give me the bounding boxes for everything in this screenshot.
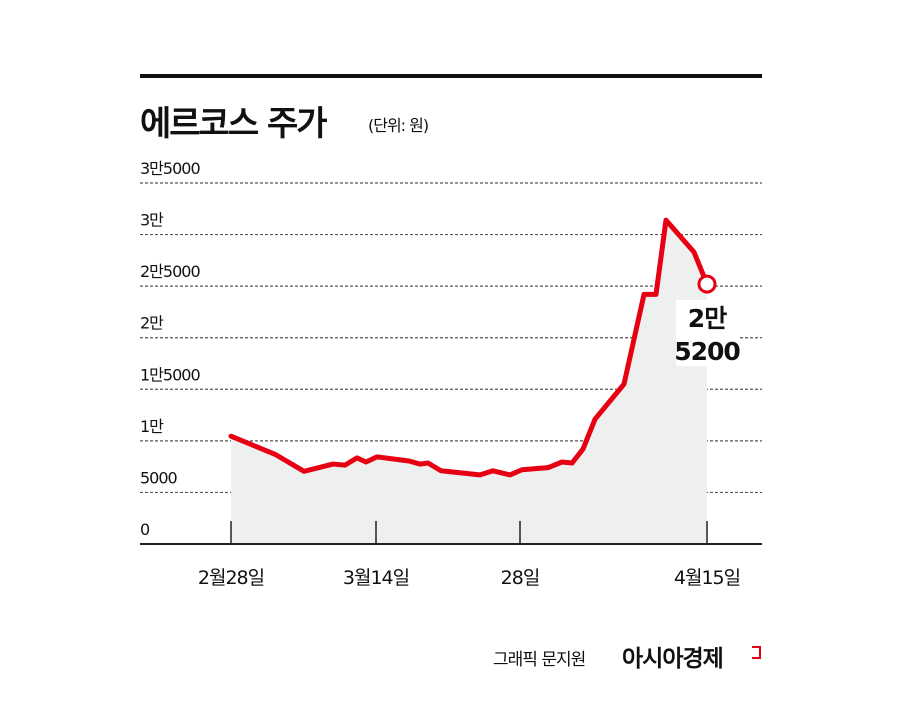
- y-tick-label: 3만: [140, 211, 164, 230]
- price-line: [228, 217, 710, 478]
- x-tick-label: 4월15일: [674, 567, 740, 589]
- y-tick-label: 2만5000: [140, 262, 200, 281]
- x-tick-label: 3월14일: [343, 567, 409, 589]
- last-point-marker: [697, 274, 717, 294]
- x-tick-label: 2월28일: [198, 567, 264, 589]
- y-tick-label: 3만5000: [140, 159, 200, 178]
- y-tick-label: 2만: [140, 314, 164, 333]
- annotation-line1: 2만: [688, 304, 727, 333]
- unit-label: (단위: 원): [368, 116, 429, 135]
- graphic-credit: 그래픽 문지원: [493, 650, 586, 670]
- y-tick-label: 1만: [140, 417, 164, 436]
- top-rule: [140, 74, 762, 78]
- x-axis-labels: 2월28일 3월14일 28일 4월15일: [198, 567, 741, 589]
- brand-mark-icon: [752, 646, 761, 659]
- y-tick-label: 0: [140, 520, 150, 539]
- annotation-line2: 5200: [674, 337, 740, 366]
- annotation-bg: [676, 300, 740, 366]
- y-tick-label: 1만5000: [140, 365, 200, 384]
- price-area: [231, 220, 707, 545]
- x-tick-label: 28일: [501, 567, 540, 589]
- y-axis-labels: 0 5000 1만 1만5000 2만 2만5000 3만 3만5000: [140, 159, 201, 539]
- y-tick-label: 5000: [140, 468, 178, 487]
- x-tick-lines: [230, 521, 708, 544]
- chart-title: 에르코스 주가: [140, 104, 328, 144]
- brand-logo-text: 아시아경제: [622, 646, 724, 672]
